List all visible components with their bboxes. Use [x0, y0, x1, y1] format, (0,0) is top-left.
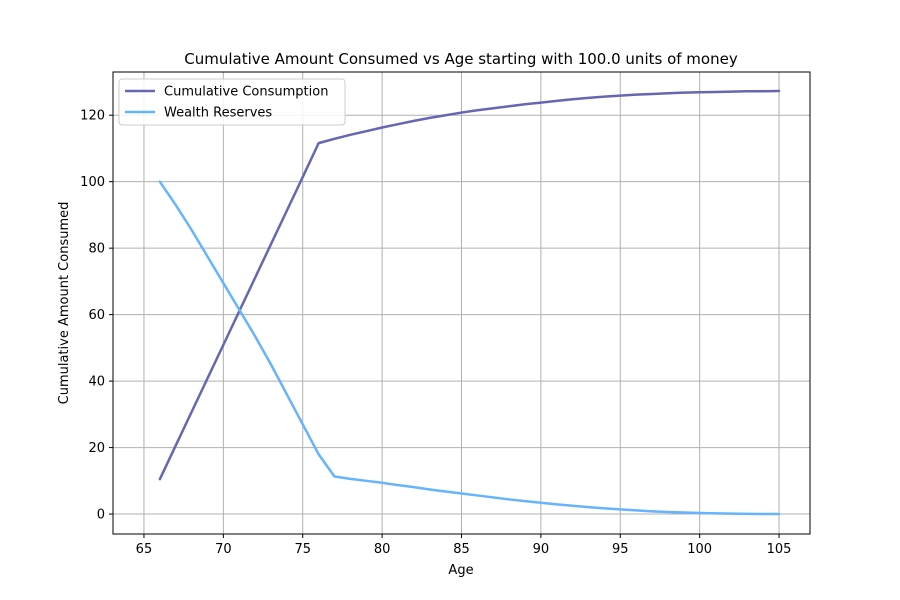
y-tick-label: 100 — [80, 175, 105, 190]
x-tick-label: 65 — [136, 542, 153, 557]
x-tick-label: 95 — [612, 542, 629, 557]
series-line-cumulative-consumption — [158, 89, 781, 481]
y-tick-label: 0 — [97, 508, 105, 523]
x-tick-label: 75 — [294, 542, 311, 557]
y-axis-label: Cumulative Amount Consumed — [57, 202, 72, 405]
legend: Cumulative Consumption Wealth Reserves — [118, 78, 346, 126]
legend-box — [118, 78, 346, 126]
x-axis-label: Age — [448, 563, 473, 578]
chart-title: Cumulative Amount Consumed vs Age starti… — [184, 50, 738, 68]
x-tick-label: 80 — [374, 542, 391, 557]
x-axis: 65 70 75 80 85 90 95 100 105 — [136, 534, 792, 557]
y-tick-label: 40 — [88, 375, 105, 390]
series-line-wealth-reserves — [158, 180, 781, 516]
y-axis: 0 20 40 60 80 100 120 — [80, 109, 113, 523]
y-tick-label: 20 — [88, 441, 105, 456]
x-tick-label: 85 — [453, 542, 470, 557]
x-tick-label: 70 — [215, 542, 232, 557]
y-tick-label: 120 — [80, 109, 105, 124]
legend-label-cumulative-consumption: Cumulative Consumption — [164, 85, 328, 100]
y-tick-label: 60 — [88, 308, 105, 323]
y-tick-label: 80 — [88, 242, 105, 257]
legend-label-wealth-reserves: Wealth Reserves — [164, 106, 272, 121]
series-lines — [158, 89, 781, 516]
x-tick-label: 105 — [767, 542, 792, 557]
x-tick-label: 100 — [687, 542, 712, 557]
x-tick-label: 90 — [533, 542, 550, 557]
grid — [113, 72, 810, 534]
